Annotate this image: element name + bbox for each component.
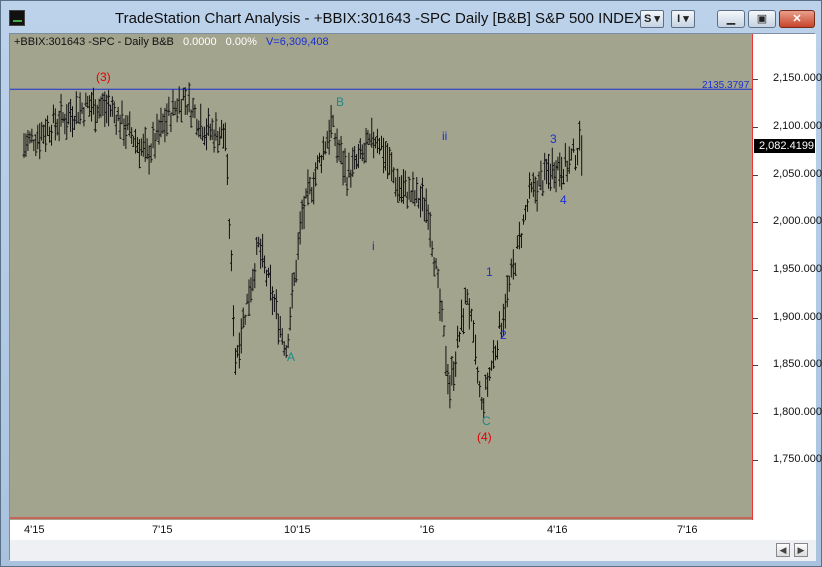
wave-label-C: C: [482, 414, 491, 428]
title-bar[interactable]: TradeStation Chart Analysis - +BBIX:3016…: [1, 1, 821, 33]
close-icon: ✕: [792, 13, 802, 25]
y-tick: 1,750.0000: [752, 453, 822, 465]
wave-label-ii: ii: [442, 129, 448, 143]
price-chart[interactable]: +BBIX:301643 -SPC - Daily B&B 0.0000 0.0…: [10, 34, 752, 520]
wave-label-B: B: [336, 95, 345, 109]
y-tick: 1,950.0000: [752, 263, 822, 275]
chart-header: +BBIX:301643 -SPC - Daily B&B 0.0000 0.0…: [14, 36, 329, 48]
indicator-button-label: I: [677, 13, 681, 25]
indicator-button[interactable]: I ▾: [671, 10, 695, 28]
wave-label-A: A: [287, 350, 296, 364]
wave-label-4: 4: [560, 193, 567, 207]
chevron-down-icon: ▾: [651, 13, 660, 25]
resistance-label: 2135.3797: [702, 80, 750, 91]
y-tick: 1,850.0000: [752, 358, 822, 370]
scroll-left-icon: ◀: [779, 545, 787, 555]
chart-client-area: +BBIX:301643 -SPC - Daily B&B 0.0000 0.0…: [9, 33, 822, 561]
chart-percent: 0.00%: [225, 36, 257, 48]
window-title: TradeStation Chart Analysis - +BBIX:3016…: [115, 10, 645, 27]
maximize-icon: ▣: [756, 13, 768, 25]
x-tick: 7'15: [152, 524, 173, 536]
horizontal-scrollbar[interactable]: ◀ ▶: [10, 540, 816, 561]
close-button[interactable]: ✕: [779, 10, 815, 28]
chart-value: 0.0000: [182, 36, 217, 48]
x-tick: 10'15: [284, 524, 311, 536]
chevron-down-icon: ▾: [680, 13, 689, 25]
y-tick: 1,900.0000: [752, 311, 822, 323]
price-chart-svg: [10, 82, 752, 519]
chart-volume: V=6,309,408: [265, 36, 329, 48]
last-price-marker: 2,082.4199: [754, 139, 815, 153]
y-tick: 2,100.0000: [752, 120, 822, 132]
chart-symbol: +BBIX:301643 -SPC - Daily B&B: [14, 36, 174, 48]
wave-label-4-major: (4): [477, 430, 492, 444]
y-tick: 2,150.0000: [752, 72, 822, 84]
x-tick: 4'15: [24, 524, 45, 536]
x-tick: 4'16: [547, 524, 568, 536]
y-tick: 2,000.0000: [752, 215, 822, 227]
scroll-right-button[interactable]: ▶: [794, 543, 808, 557]
wave-label-1: 1: [486, 265, 493, 279]
scroll-left-button[interactable]: ◀: [776, 543, 790, 557]
wave-label-3: 3: [550, 132, 557, 146]
styles-button[interactable]: S ▾: [640, 10, 664, 28]
y-tick: 1,800.0000: [752, 406, 822, 418]
styles-button-label: S: [644, 13, 652, 25]
wave-label-i: i: [372, 239, 375, 253]
date-axis[interactable]: 4'15 7'15 10'15 '16 4'16 7'16: [10, 520, 816, 540]
wave-label-2: 2: [500, 328, 507, 342]
tradestation-app-icon[interactable]: [9, 10, 25, 26]
price-axis[interactable]: 2,150.0000 2,100.0000 2,050.0000 2,000.0…: [752, 34, 822, 520]
x-tick: '16: [420, 524, 435, 536]
y-tick: 2,050.0000: [752, 168, 822, 180]
minimize-button[interactable]: ▁: [717, 10, 745, 28]
scroll-right-icon: ▶: [797, 545, 805, 555]
wave-label-3-major: (3): [96, 70, 111, 84]
maximize-button[interactable]: ▣: [748, 10, 776, 28]
x-tick: 7'16: [677, 524, 698, 536]
minimize-icon: ▁: [726, 13, 736, 25]
